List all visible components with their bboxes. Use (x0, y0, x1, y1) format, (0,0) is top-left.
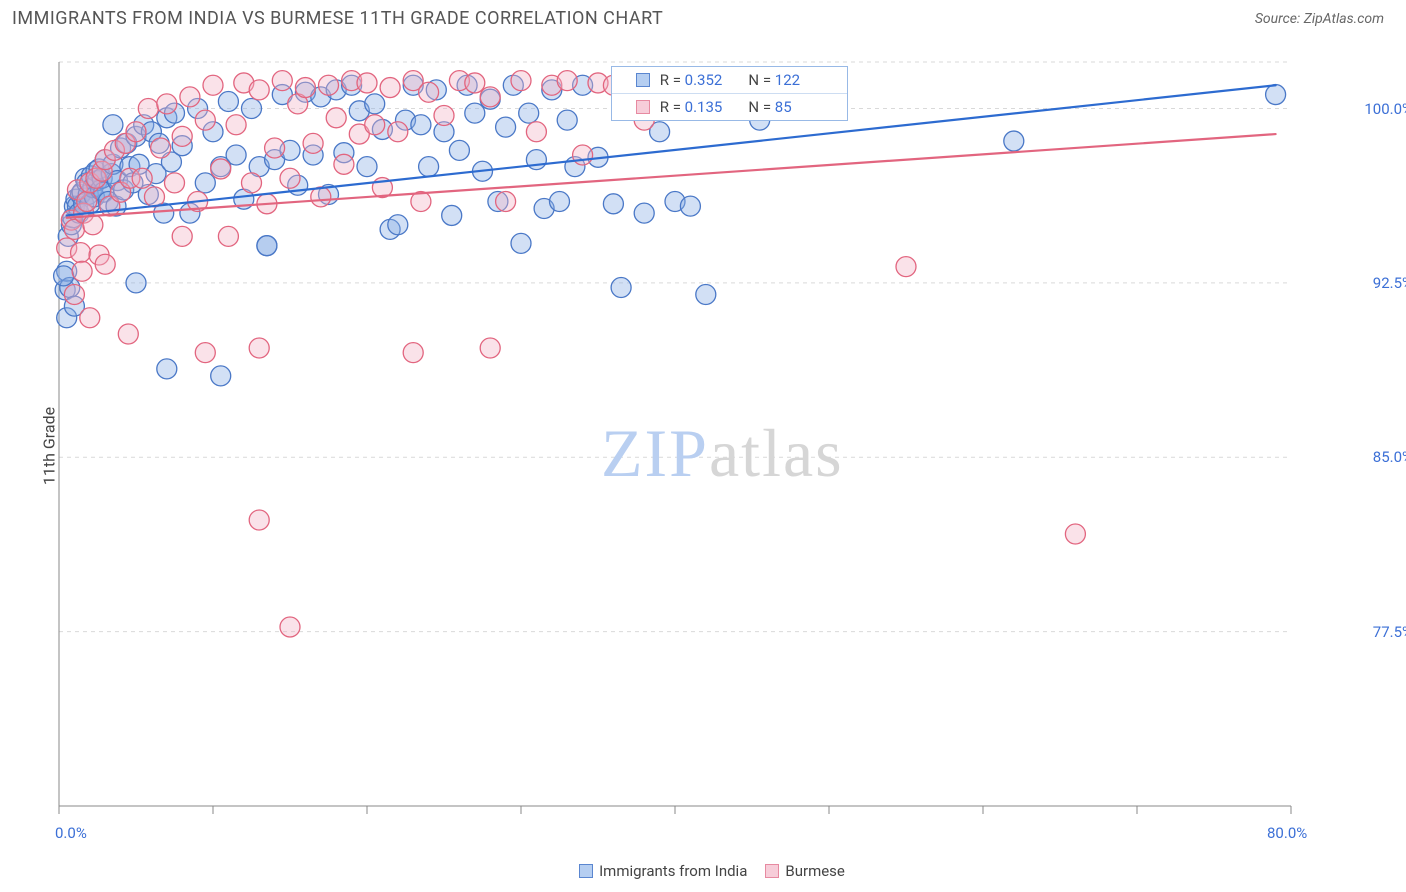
source-prefix: Source: (1255, 11, 1304, 27)
legend-swatch (765, 864, 779, 878)
chart-title: IMMIGRANTS FROM INDIA VS BURMESE 11TH GR… (12, 8, 663, 29)
chart-header: IMMIGRANTS FROM INDIA VS BURMESE 11TH GR… (0, 0, 1406, 35)
source-name: ZipAtlas.com (1304, 11, 1384, 27)
scatter-plot-svg (51, 44, 1341, 820)
stats-swatch (636, 73, 650, 87)
x-tick-label-min: 0.0% (55, 824, 87, 842)
y-tick-label: 85.0% (1373, 448, 1406, 466)
x-tick-label-max: 80.0% (1267, 824, 1307, 842)
chart-source: Source: ZipAtlas.com (1255, 11, 1384, 27)
chart-legend: Immigrants from India Burmese (0, 862, 1406, 880)
stat-r-label: R = (660, 71, 681, 89)
y-tick-label: 77.5% (1373, 623, 1406, 641)
stat-n-value: 85 (775, 98, 835, 116)
stat-r-value: 0.135 (685, 98, 745, 116)
y-tick-label: 100.0% (1364, 100, 1406, 118)
stat-n-value: 122 (775, 71, 835, 89)
plot-area: 77.5%85.0%92.5%100.0% ZIPatlas R = 0.352… (51, 44, 1341, 820)
legend-swatch (579, 864, 593, 878)
stats-row: R = 0.352 N = 122 (612, 67, 847, 94)
stats-row: R = 0.135 N = 85 (612, 94, 847, 120)
stat-n-label: N = (748, 71, 771, 89)
correlation-stats-box: R = 0.352 N = 122 R = 0.135 N = 85 (611, 66, 848, 121)
y-tick-label: 92.5% (1373, 274, 1406, 292)
legend-label: Burmese (785, 862, 845, 880)
stat-r-label: R = (660, 98, 681, 116)
stats-swatch (636, 100, 650, 114)
stat-r-value: 0.352 (685, 71, 745, 89)
legend-label: Immigrants from India (599, 862, 747, 880)
stat-n-label: N = (748, 98, 771, 116)
